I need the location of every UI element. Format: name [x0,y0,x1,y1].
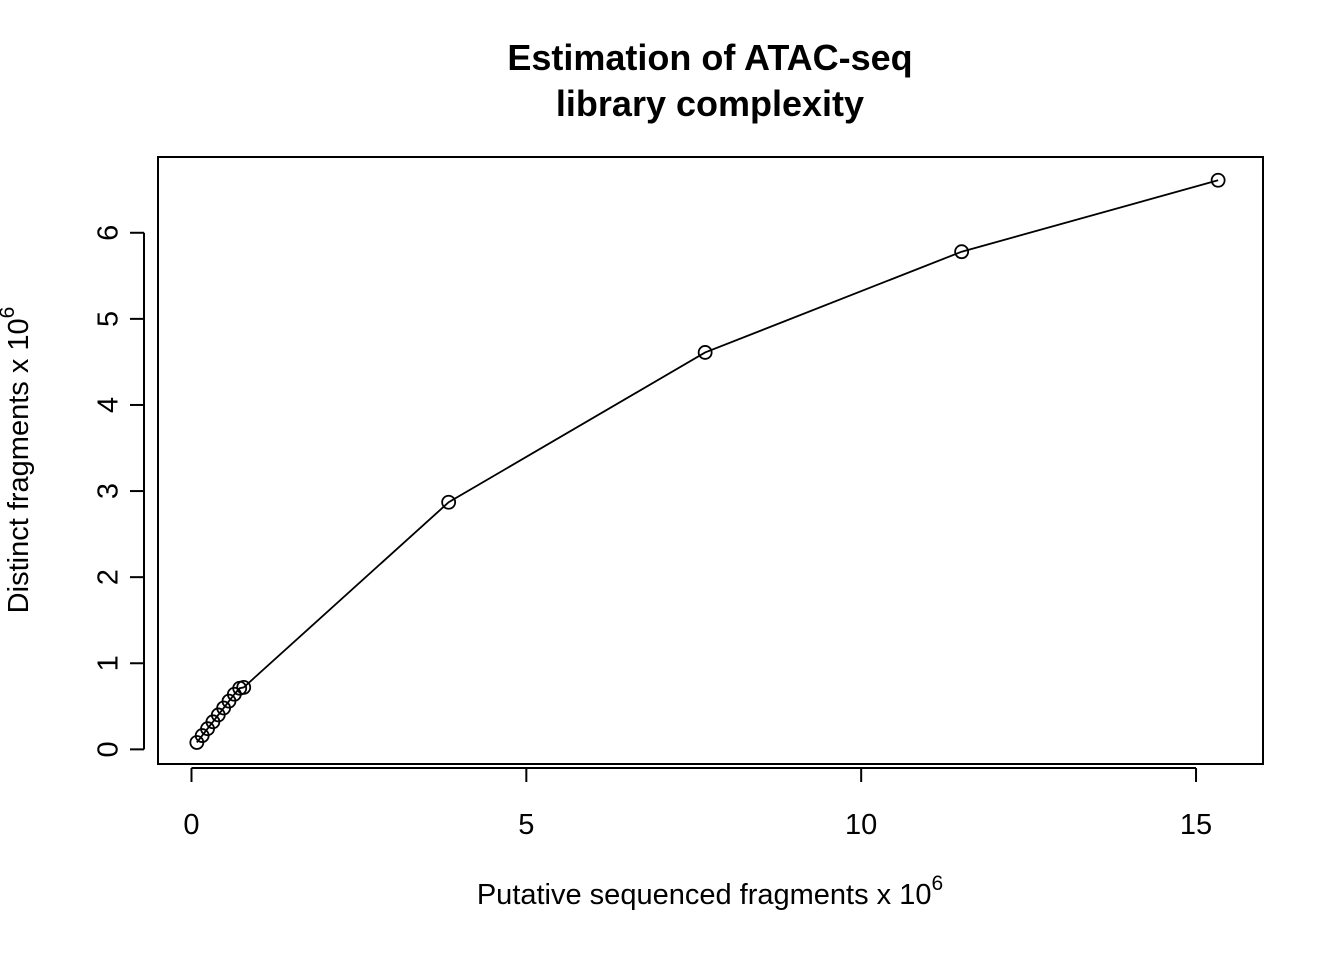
x-axis-label-exponent: 6 [931,872,943,895]
x-tick-label: 0 [183,809,199,841]
data-point [441,494,457,510]
chart-title-line-1: Estimation of ATAC-seq [507,37,912,78]
y-tick-label: 4 [93,397,125,413]
y-axis-label: Distinct fragments x 106 [0,307,35,614]
y-axis-label-exponent: 6 [0,307,19,319]
data-point [236,679,252,695]
x-axis: 0 5 10 15 [183,767,1212,841]
y-axis-label-text: Distinct fragments x 10 [3,318,35,613]
y-axis: 0 1 2 3 4 5 6 [93,225,145,757]
data-point [954,244,970,260]
series-layer [189,172,1226,750]
data-point [1210,172,1226,188]
y-tick-label: 2 [93,569,125,585]
y-tick-label: 5 [93,311,125,327]
x-tick-label: 15 [1180,809,1212,841]
y-tick-label: 1 [93,655,125,671]
x-tick-label: 5 [518,809,534,841]
y-tick-label: 6 [93,225,125,241]
y-tick-label: 3 [93,483,125,499]
x-axis-label: Putative sequenced fragments x 106 [477,872,943,911]
plot-frame [157,156,1264,765]
x-axis-label-text: Putative sequenced fragments x 10 [477,879,932,911]
data-point [697,345,713,360]
chart-title-line-2: library complexity [556,83,864,124]
x-tick-label: 10 [845,809,877,841]
y-tick-label: 0 [93,741,125,757]
series-line [196,179,1219,744]
